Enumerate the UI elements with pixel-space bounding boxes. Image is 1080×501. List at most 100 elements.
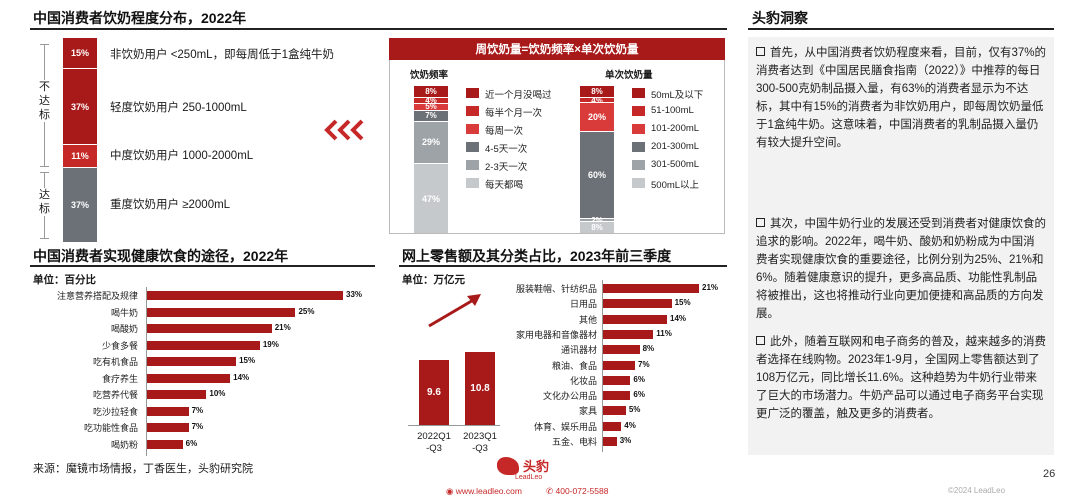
bar	[603, 391, 631, 401]
checkbox-icon	[756, 218, 765, 227]
freq_bar-seg-label: 47%	[421, 193, 440, 204]
value-label: 3%	[619, 436, 632, 445]
dist-label-moderate: 中度饮奶用户 1000-2000mL	[110, 150, 254, 162]
category-label: 吃功能性食品	[83, 423, 138, 433]
category-label: 其他	[578, 314, 597, 325]
single_bar-seg-label: 20%	[587, 112, 606, 123]
bar	[147, 423, 189, 432]
value-label: 6%	[633, 390, 645, 400]
freq_bar-seg-label: 29%	[421, 137, 440, 148]
bar	[603, 299, 672, 309]
freq_bar-legend-swatch	[466, 160, 479, 170]
category-label: 喝酸奶	[110, 324, 138, 334]
meet-bracket-cap-bottom	[40, 238, 49, 239]
dist-seg-moderate: 11%	[63, 145, 97, 167]
freq_bar-seg-1: 4%	[414, 96, 448, 105]
bar	[147, 390, 207, 399]
globe-icon: ◉	[446, 486, 454, 496]
distribution-title: 中国消费者饮奶程度分布，2022年	[33, 10, 247, 26]
single_bar-seg-5: 8%	[580, 222, 614, 233]
value-label: 7%	[638, 359, 650, 369]
retail-title-rule	[399, 265, 727, 267]
single_bar-legend-label: 500mL以上	[651, 180, 700, 191]
single-label: 单次饮奶量	[605, 70, 653, 81]
bar	[147, 406, 189, 416]
column-value-label: 10.8	[470, 382, 490, 394]
single_bar-seg-label: 8%	[591, 86, 603, 96]
dist-seg-heavy: 37%	[63, 168, 97, 242]
bar	[147, 439, 183, 449]
checkbox-icon	[756, 47, 765, 56]
value-label: 15%	[239, 356, 256, 365]
value-label: 11%	[656, 328, 672, 338]
bar	[603, 345, 640, 355]
category-label: 吃有机食品	[92, 357, 138, 367]
category-label: 日用品	[569, 299, 597, 310]
single_bar-seg-label: 8%	[591, 223, 603, 233]
value-label: 15%	[674, 298, 691, 308]
bar	[603, 406, 626, 416]
value-label: 19%	[262, 339, 279, 349]
website-link[interactable]: ◉ www.leadleo.com	[446, 486, 522, 496]
category-label: 化妆品	[569, 375, 597, 386]
freq_bar-seg-label: 7%	[425, 111, 437, 121]
bar	[603, 421, 622, 431]
freq_bar-legend-swatch	[466, 106, 479, 116]
value-label: 10%	[209, 389, 226, 398]
value-label: 14%	[233, 372, 250, 382]
insights-panel	[748, 37, 1054, 455]
single_bar-seg-1: 4%	[580, 96, 614, 105]
health-title-rule	[30, 265, 375, 267]
freq_bar-seg-2: 5%	[414, 102, 448, 111]
value-label: 6%	[185, 438, 198, 448]
single_bar-seg-0: 8%	[580, 86, 614, 97]
freq_bar-legend-swatch	[466, 88, 479, 98]
bar	[603, 329, 654, 339]
bar	[147, 340, 260, 350]
category-label: 体育、娱乐用品	[533, 421, 597, 432]
freq-label: 饮奶频率	[410, 70, 449, 81]
dist-seg-nondrinker: 15%	[63, 38, 97, 68]
value-label: 21%	[702, 283, 719, 292]
single_bar-legend-label: 50mL及以下	[651, 90, 704, 101]
value-label: 21%	[274, 323, 291, 332]
not-meet-bracket-cap-bottom	[40, 166, 49, 167]
single_bar-legend-swatch	[632, 142, 645, 152]
not-meet-bracket-cap-top	[40, 44, 49, 45]
insight-paragraph-2: 其次，中国牛奶行业的发展还受到消费者对健康饮食的追求的影响。2022年，喝牛奶、…	[756, 218, 1046, 320]
category-label: 吃营养代餐	[92, 390, 138, 400]
single_bar-seg-3: 60%	[580, 132, 614, 219]
totals-column-chart: 9.6 2022Q1 -Q3 10.8 2023Q1 -Q3	[400, 300, 500, 460]
freq_bar-seg-4: 29%	[414, 121, 448, 164]
freq-stacked-bar: 8% 4% 5% 7% 29% 47%	[414, 86, 448, 234]
single_bar-legend-label: 101-200mL	[651, 123, 700, 134]
single_bar-seg-2: 20%	[580, 103, 614, 132]
category-label: 家具	[578, 406, 597, 417]
retail-bar-chart: 服装鞋帽、针纺织品 21% 日用品 15% 其他 14% 家用电器和音像器材 11% 通讯器材 8…	[480, 280, 730, 453]
column-category-label: -Q3	[426, 443, 442, 454]
insight-title-rule	[748, 28, 1054, 30]
dist-label-nondrinker: 非饮奶用户 <250mL，即每周低于1盒纯牛奶	[110, 49, 334, 61]
value-label: 14%	[670, 313, 687, 323]
source-note: 来源：魔镜市场情报，丁香医生，头豹研究院	[33, 463, 253, 475]
not-meet-label: 不达标	[37, 80, 52, 122]
single_bar-legend-swatch	[632, 178, 645, 188]
column-value-label: 9.6	[427, 386, 441, 398]
bar	[147, 307, 296, 317]
column-category-label: 2023Q1	[463, 431, 497, 442]
freq_bar-legend-swatch	[466, 178, 479, 188]
meet-bracket-cap-top	[40, 172, 49, 173]
insight-title: 头豹洞察	[752, 10, 808, 26]
dist-seg-light: 37%	[63, 69, 97, 144]
category-label: 喝牛奶	[110, 307, 138, 318]
health-bar-chart: 注意营养搭配及规律 33% 喝牛奶 25% 喝酸奶 21% 少食多餐 19% 吃有机食品 15% 食…	[0, 285, 380, 456]
freq_bar-legend-label: 4-5天一次	[485, 144, 528, 155]
distribution-title-rule	[30, 28, 727, 30]
category-label: 喝奶粉	[110, 439, 138, 450]
phone-icon: ✆	[546, 486, 554, 496]
page-number: 26	[1043, 468, 1056, 480]
category-label: 吃沙拉轻食	[92, 406, 138, 417]
value-label: 4%	[624, 420, 636, 430]
single-legend: 50mL及以下 51-100mL 101-200mL 201-300mL 301-500…	[632, 88, 722, 198]
category-label: 服装鞋帽、针纺织品	[515, 284, 597, 294]
